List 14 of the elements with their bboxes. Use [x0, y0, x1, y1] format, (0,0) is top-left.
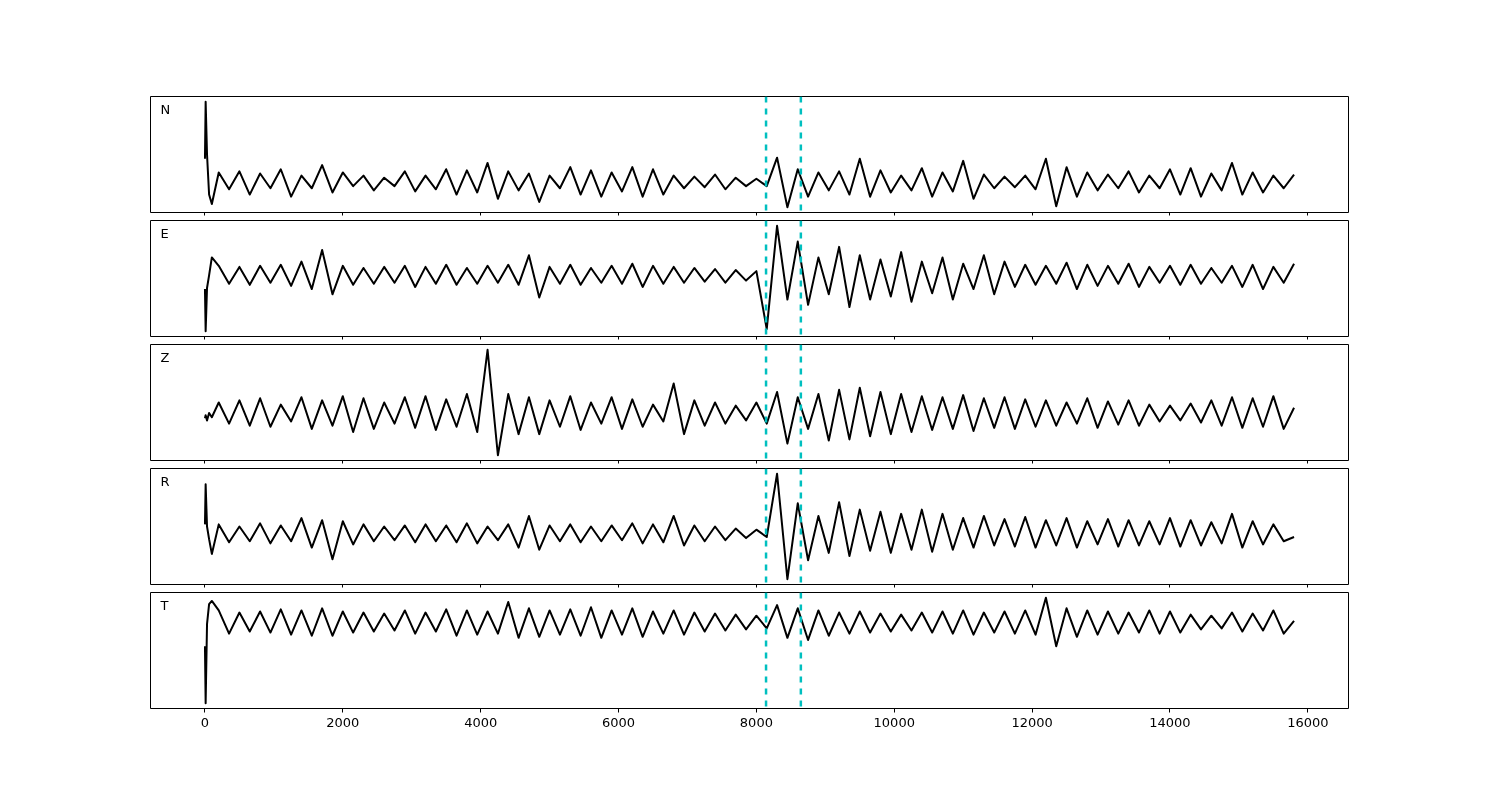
x-tick-label: 6000 — [601, 714, 636, 730]
annotation: R — [160, 473, 170, 489]
annotation: T — [159, 597, 169, 613]
x-tick-label: 12000 — [1011, 714, 1053, 730]
annotation: Z — [160, 349, 170, 365]
x-tick-label: 8000 — [739, 714, 773, 730]
x-tick-label: 16000 — [1287, 714, 1329, 730]
x-tick-label: 4000 — [464, 714, 498, 730]
x-tick-label: 10000 — [873, 714, 915, 730]
annotation: N — [160, 101, 171, 117]
x-tick-label: 2000 — [326, 714, 360, 730]
x-tick-label: 14000 — [1149, 714, 1191, 730]
annotation: E — [160, 225, 169, 241]
x-tick-label: 0 — [200, 714, 210, 730]
